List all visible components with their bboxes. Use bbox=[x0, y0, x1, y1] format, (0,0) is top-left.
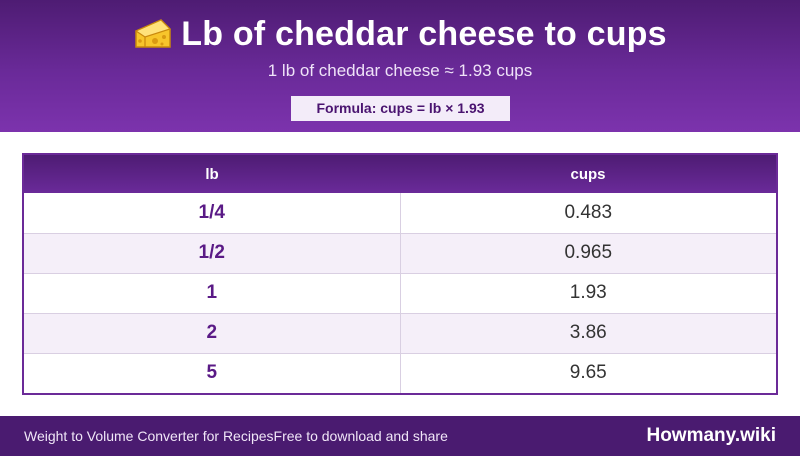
cell-lb: 1/2 bbox=[24, 232, 401, 273]
cell-lb: 2 bbox=[24, 312, 401, 353]
table-row: 5 9.65 bbox=[24, 352, 776, 393]
cell-cups: 3.86 bbox=[400, 312, 776, 353]
footer-share-text: Free to download and share bbox=[273, 428, 448, 444]
footer-tagline: Weight to Volume Converter for RecipesFr… bbox=[24, 416, 448, 456]
conversion-summary: 1 lb of cheddar cheese ≈ 1.93 cups bbox=[267, 61, 533, 80]
cell-lb: 5 bbox=[24, 352, 401, 393]
cheese-icon bbox=[135, 19, 172, 48]
page-title: Lb of cheddar cheese to cups bbox=[0, 14, 800, 54]
footer-converter-text: Weight to Volume Converter for Recipes bbox=[24, 428, 274, 444]
cell-lb: 1 bbox=[24, 272, 401, 313]
table-header-row: lb cups bbox=[24, 155, 776, 193]
column-header-cups: cups bbox=[570, 165, 606, 183]
cell-cups: 1.93 bbox=[400, 272, 776, 313]
table-row: 1/4 0.483 bbox=[24, 193, 776, 233]
cell-cups: 9.65 bbox=[400, 352, 776, 393]
conversion-table: lb cups 1/4 0.483 1/2 0.965 1 1.93 2 3.8… bbox=[22, 153, 778, 395]
cell-lb: 1/4 bbox=[24, 193, 401, 233]
cell-cups: 0.965 bbox=[400, 232, 776, 273]
title-text: Lb of cheddar cheese to cups bbox=[181, 15, 667, 53]
column-header-lb: lb bbox=[205, 165, 219, 183]
table-row: 2 3.86 bbox=[24, 312, 776, 353]
table-row: 1/2 0.965 bbox=[24, 232, 776, 273]
formula-badge: Formula: cups = lb × 1.93 bbox=[291, 96, 510, 121]
cell-cups: 0.483 bbox=[564, 201, 613, 223]
header-banner: Lb of cheddar cheese to cups 1 lb of che… bbox=[0, 0, 800, 132]
table-row: 1 1.93 bbox=[24, 272, 776, 313]
footer-bar: Weight to Volume Converter for RecipesFr… bbox=[0, 416, 800, 456]
brand-logo-text[interactable]: Howmany.wiki bbox=[646, 425, 776, 446]
